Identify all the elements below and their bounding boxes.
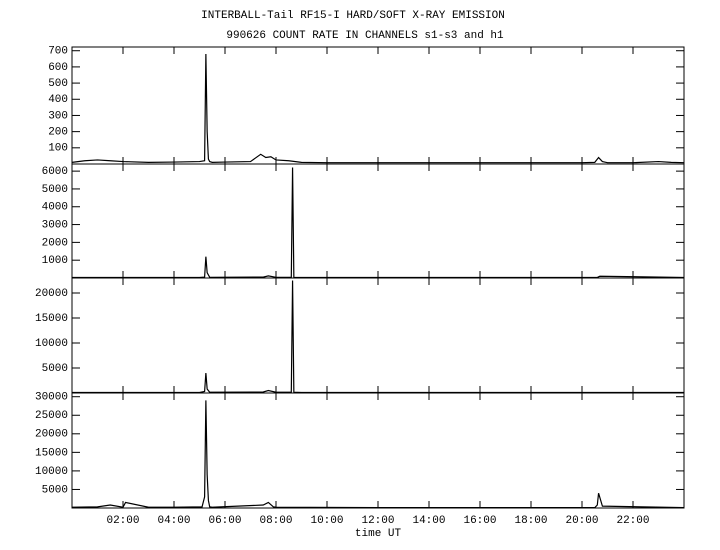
x-tick-label: 12:00 bbox=[361, 515, 394, 527]
x-tick-label: 18:00 bbox=[514, 515, 547, 527]
y-tick-label: 500 bbox=[48, 78, 68, 90]
y-tick-label: 5000 bbox=[42, 363, 68, 375]
y-tick-label: 20000 bbox=[35, 429, 68, 441]
x-tick-label: 06:00 bbox=[208, 515, 241, 527]
y-tick-label: 2000 bbox=[42, 237, 68, 249]
x-tick-label: 08:00 bbox=[259, 515, 292, 527]
x-axis-label: time UT bbox=[355, 528, 402, 540]
x-tick-label: 22:00 bbox=[616, 515, 649, 527]
data-line bbox=[71, 53, 685, 164]
x-tick-label: 14:00 bbox=[412, 515, 445, 527]
y-tick-label: 10000 bbox=[35, 466, 68, 478]
y-tick-label: 3000 bbox=[42, 219, 68, 231]
y-tick-label: 200 bbox=[48, 127, 68, 139]
y-tick-label: 25000 bbox=[35, 410, 68, 422]
y-tick-label: 30000 bbox=[35, 392, 68, 404]
panel-frame bbox=[71, 392, 685, 509]
x-tick-label: 10:00 bbox=[310, 515, 343, 527]
y-tick-label: 600 bbox=[48, 62, 68, 74]
y-tick-label: 1000 bbox=[42, 255, 68, 267]
data-line bbox=[71, 400, 685, 509]
panel-frame bbox=[71, 277, 685, 394]
y-tick-label: 15000 bbox=[35, 447, 68, 459]
chart-subtitle: 990626 COUNT RATE IN CHANNELS s1-s3 and … bbox=[226, 30, 504, 42]
y-tick-label: 10000 bbox=[35, 338, 68, 350]
y-tick-label: 5000 bbox=[42, 484, 68, 496]
y-tick-label: 700 bbox=[48, 46, 68, 58]
y-tick-label: 400 bbox=[48, 94, 68, 106]
y-tick-label: 300 bbox=[48, 110, 68, 122]
x-tick-label: 04:00 bbox=[157, 515, 190, 527]
chart-title: INTERBALL-Tail RF15-I HARD/SOFT X-RAY EM… bbox=[201, 10, 505, 22]
y-tick-label: 100 bbox=[48, 143, 68, 155]
y-tick-label: 4000 bbox=[42, 202, 68, 214]
y-tick-label: 6000 bbox=[42, 166, 68, 178]
x-tick-label: 02:00 bbox=[106, 515, 139, 527]
y-tick-label: 20000 bbox=[35, 288, 68, 300]
data-line bbox=[72, 167, 685, 279]
y-tick-label: 15000 bbox=[35, 313, 68, 325]
panel-frame bbox=[71, 163, 685, 279]
data-line bbox=[72, 280, 684, 394]
panel-frame bbox=[71, 46, 685, 165]
x-tick-label: 20:00 bbox=[565, 515, 598, 527]
y-tick-label: 5000 bbox=[42, 184, 68, 196]
x-tick-label: 16:00 bbox=[463, 515, 496, 527]
